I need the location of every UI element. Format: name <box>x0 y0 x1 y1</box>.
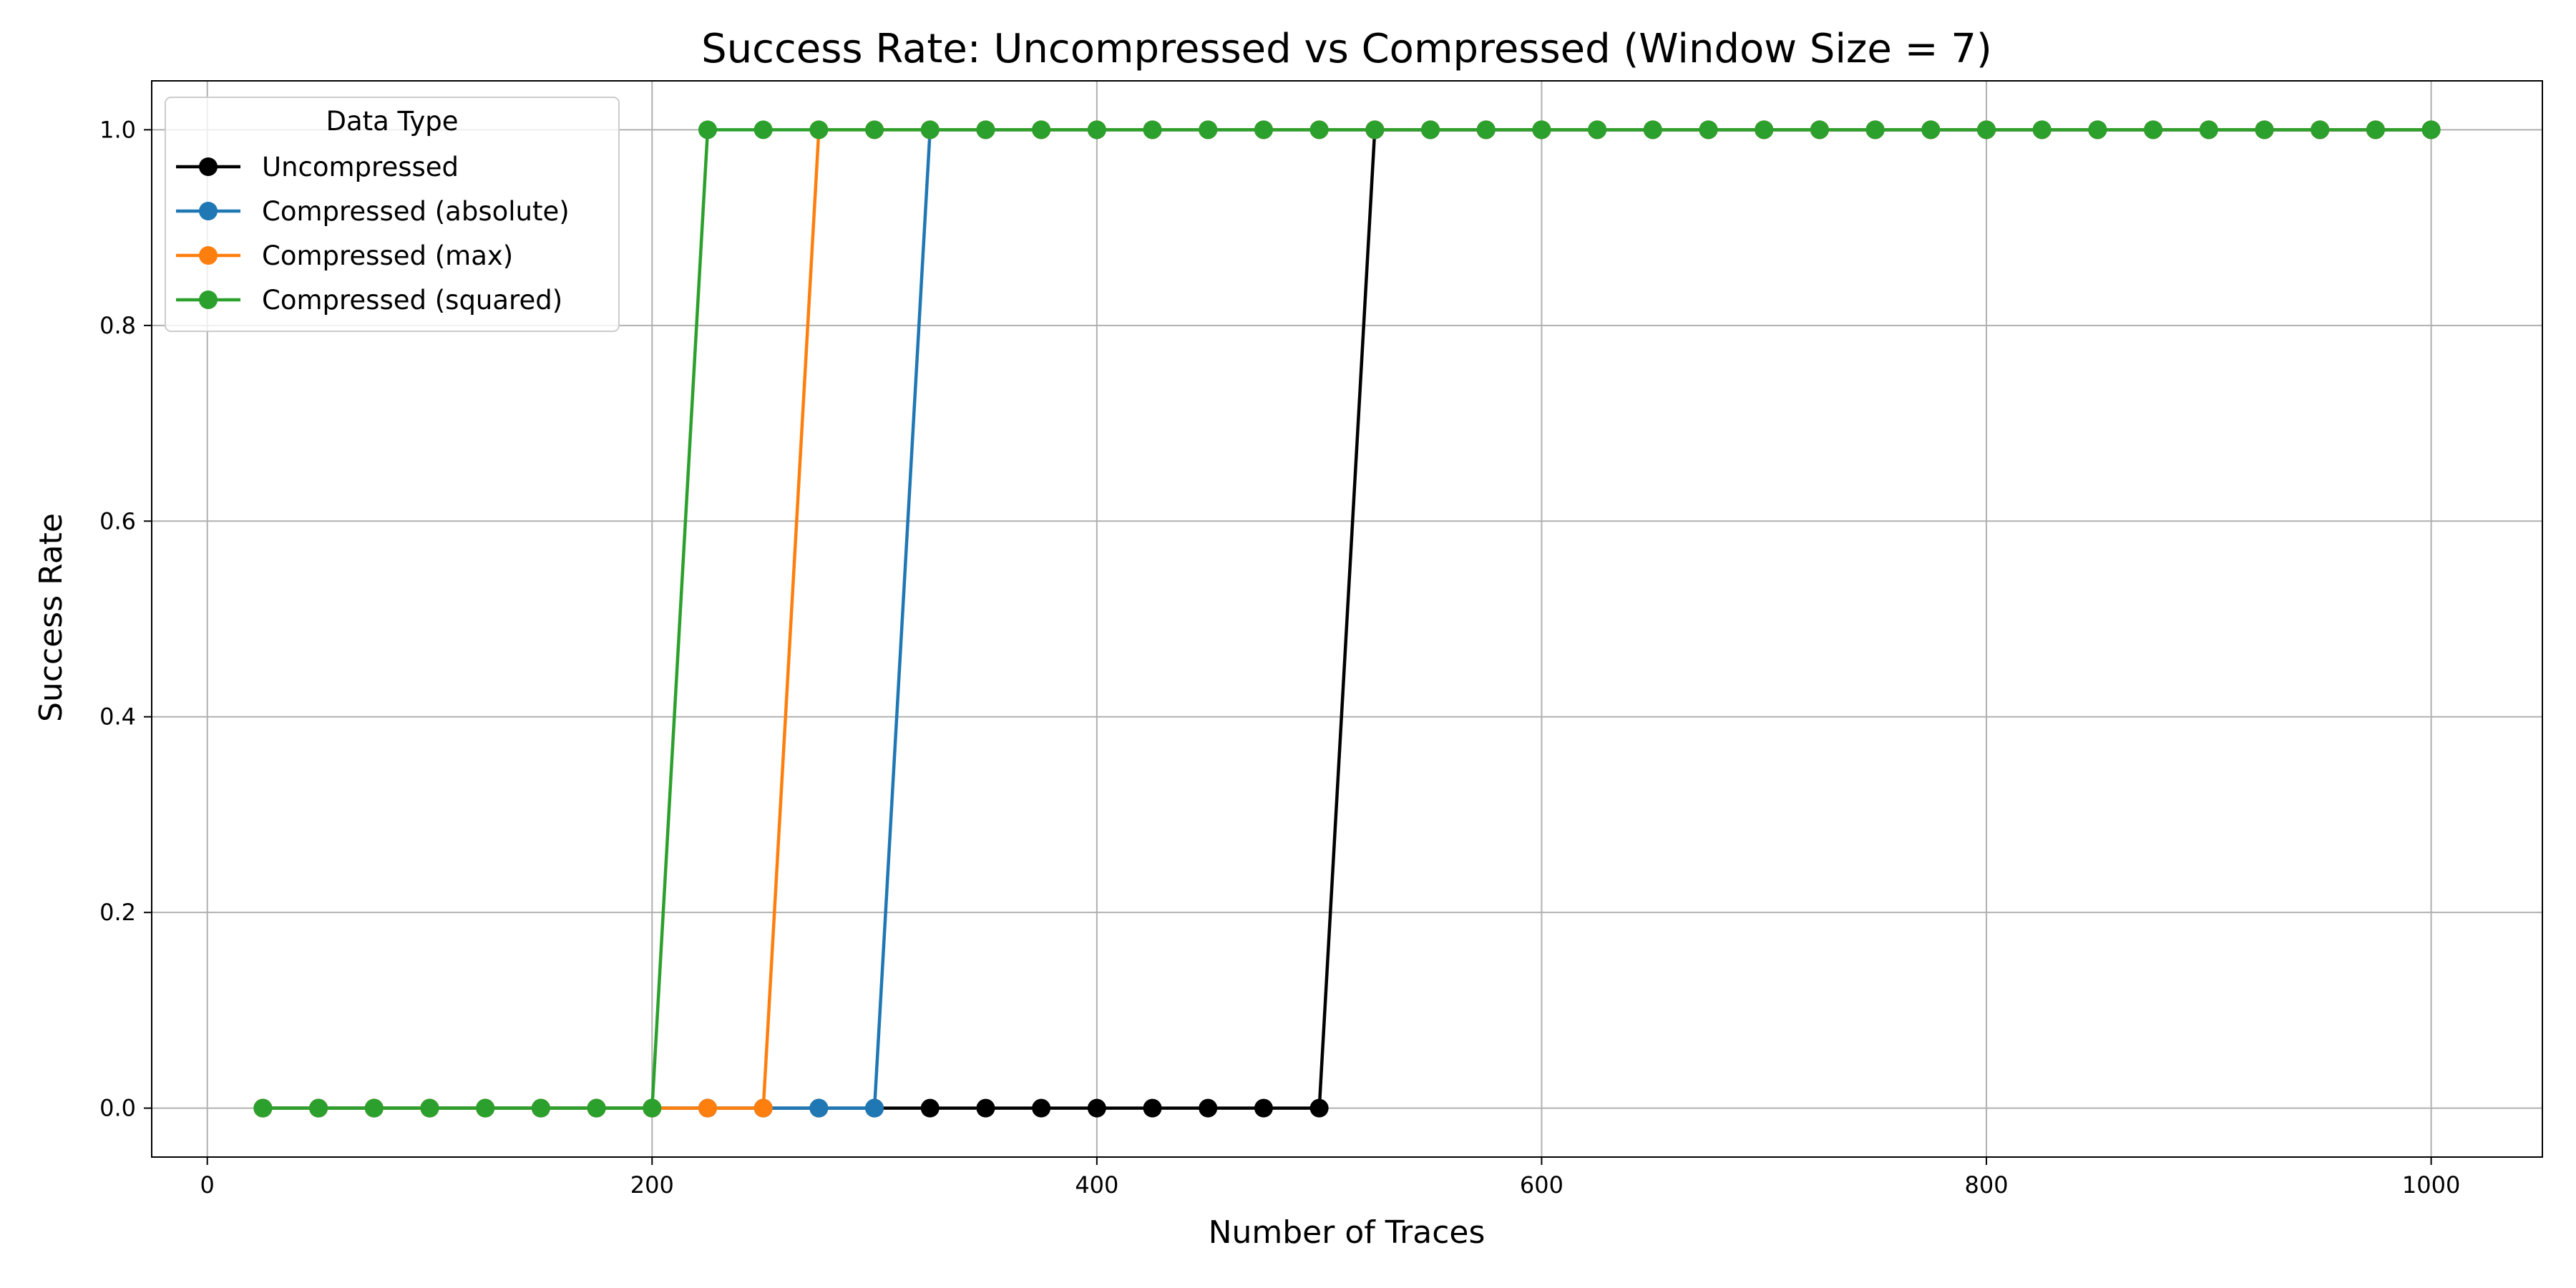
data-point-uncompressed <box>976 1098 995 1118</box>
x-tick-label: 0 <box>200 1171 215 1199</box>
legend-marker-compressed-squared <box>199 291 218 309</box>
legend-box <box>165 97 620 332</box>
legend-marker-uncompressed <box>199 157 218 176</box>
x-tick-label: 800 <box>1964 1171 2008 1199</box>
x-axis-label: Number of Traces <box>1209 1214 1485 1251</box>
data-point-uncompressed <box>1309 1098 1329 1118</box>
data-point-compressed-squared <box>1921 120 1941 140</box>
data-point-compressed-squared <box>364 1098 384 1118</box>
y-tick-label: 0.0 <box>99 1095 136 1122</box>
data-point-compressed-squared <box>1643 120 1662 140</box>
series-compressed-squared <box>253 120 2441 1118</box>
data-point-uncompressed <box>1032 1098 1051 1118</box>
y-tick-label: 1.0 <box>99 116 136 143</box>
data-point-compressed-squared <box>1755 120 1774 140</box>
y-tick-label: 0.6 <box>99 507 136 535</box>
data-point-compressed-squared <box>531 1098 550 1118</box>
data-point-uncompressed <box>920 1098 940 1118</box>
data-point-compressed-squared <box>1588 120 1607 140</box>
y-axis-label: Success Rate <box>33 513 69 722</box>
data-point-compressed-absolute <box>865 1098 884 1118</box>
plot-frame <box>151 80 2543 1158</box>
data-point-compressed-squared <box>1087 120 1106 140</box>
data-point-compressed-squared <box>1199 120 1218 140</box>
data-point-uncompressed <box>1143 1098 1162 1118</box>
data-point-compressed-max <box>698 1098 717 1118</box>
grid-lines <box>152 81 2542 1157</box>
y-tick-label: 0.4 <box>99 703 136 731</box>
data-point-compressed-squared <box>809 120 829 140</box>
data-point-compressed-squared <box>2088 120 2107 140</box>
series-layer <box>253 120 2441 1118</box>
data-point-compressed-squared <box>1421 120 1440 140</box>
data-point-compressed-squared <box>2255 120 2274 140</box>
legend-item-compressed-absolute: Compressed (absolute) <box>176 196 570 227</box>
legend: Data Type Uncompressed Compressed (absolu… <box>165 97 620 332</box>
legend-item-compressed-max: Compressed (max) <box>176 240 513 271</box>
data-point-compressed-squared <box>309 1098 328 1118</box>
data-point-uncompressed <box>1254 1098 1273 1118</box>
legend-item-uncompressed: Uncompressed <box>176 152 459 182</box>
x-tick-label: 600 <box>1520 1171 1563 1199</box>
data-point-compressed-squared <box>1810 120 1829 140</box>
legend-label-compressed-absolute: Compressed (absolute) <box>262 196 570 227</box>
data-point-compressed-squared <box>253 1098 273 1118</box>
legend-label-compressed-squared: Compressed (squared) <box>262 285 562 316</box>
data-point-compressed-squared <box>2199 120 2218 140</box>
data-point-compressed-squared <box>865 120 884 140</box>
data-point-uncompressed <box>1199 1098 1218 1118</box>
legend-marker-compressed-max <box>199 246 218 265</box>
x-tick-label: 1000 <box>2402 1171 2460 1199</box>
data-point-compressed-squared <box>698 120 717 140</box>
legend-item-compressed-squared: Compressed (squared) <box>176 285 562 316</box>
y-tick-label: 0.2 <box>99 899 136 926</box>
data-point-compressed-squared <box>2421 120 2441 140</box>
legend-marker-compressed-absolute <box>199 202 218 220</box>
data-point-compressed-squared <box>1865 120 1885 140</box>
data-point-compressed-squared <box>2032 120 2051 140</box>
data-point-compressed-squared <box>753 120 773 140</box>
data-point-compressed-squared <box>920 120 940 140</box>
data-point-compressed-squared <box>1309 120 1329 140</box>
data-point-compressed-squared <box>2366 120 2385 140</box>
x-tick-label: 400 <box>1075 1171 1118 1199</box>
legend-label-compressed-max: Compressed (max) <box>262 240 513 271</box>
data-point-uncompressed <box>1087 1098 1106 1118</box>
data-point-compressed-squared <box>1476 120 1496 140</box>
series-line-compressed-squared <box>263 128 2431 1110</box>
chart-title: Success Rate: Uncompressed vs Compressed… <box>701 26 1992 72</box>
axis-ticks: 0 200 400 600 800 1000 0.0 0.2 0.4 0.6 0.8 1.0 <box>99 116 2460 1199</box>
data-point-compressed-squared <box>1143 120 1162 140</box>
data-point-compressed-squared <box>1032 120 1051 140</box>
data-point-compressed-squared <box>587 1098 606 1118</box>
data-point-compressed-squared <box>2144 120 2163 140</box>
legend-label-uncompressed: Uncompressed <box>262 152 459 182</box>
legend-entries: Uncompressed Compressed (absolute) Compres… <box>176 152 570 316</box>
y-tick-label: 0.8 <box>99 312 136 339</box>
data-point-compressed-squared <box>643 1098 662 1118</box>
data-point-compressed-squared <box>1365 120 1385 140</box>
data-point-compressed-squared <box>976 120 995 140</box>
x-tick-label: 200 <box>630 1171 674 1199</box>
data-point-compressed-squared <box>1532 120 1551 140</box>
data-point-compressed-squared <box>420 1098 439 1118</box>
data-point-compressed-absolute <box>809 1098 829 1118</box>
data-point-compressed-squared <box>1254 120 1273 140</box>
legend-title: Data Type <box>326 106 458 137</box>
data-point-compressed-squared <box>1699 120 1718 140</box>
data-point-compressed-squared <box>2311 120 2330 140</box>
data-point-compressed-max <box>753 1098 773 1118</box>
data-point-compressed-squared <box>476 1098 495 1118</box>
data-point-compressed-squared <box>1977 120 1996 140</box>
